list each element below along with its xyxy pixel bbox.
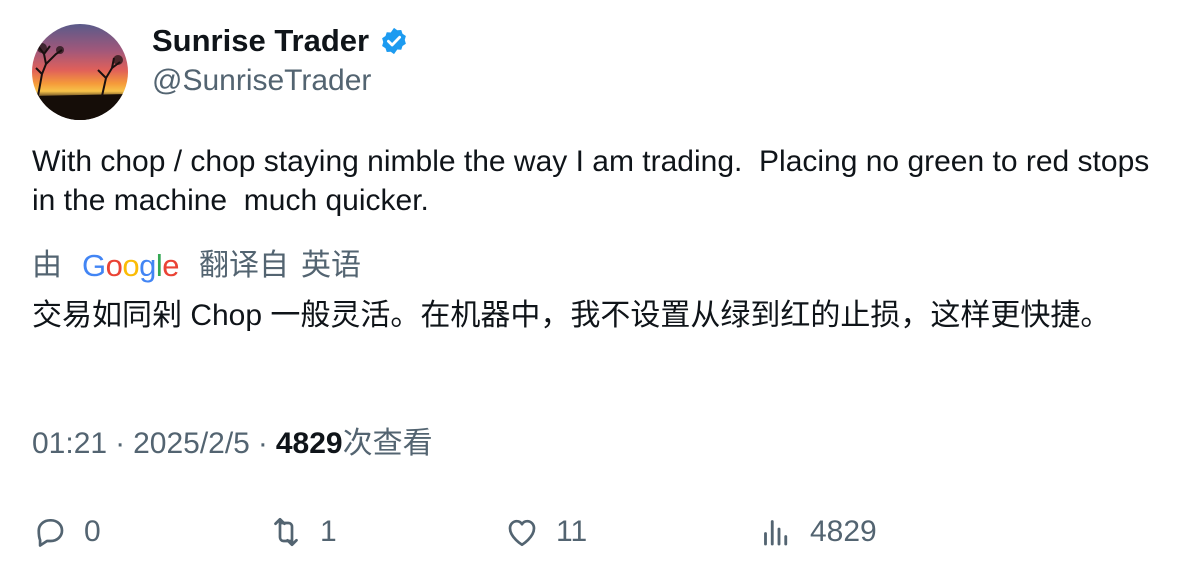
analytics-icon xyxy=(764,520,788,546)
retweet-count: 1 xyxy=(320,515,337,548)
translated-from-label: 翻译自 xyxy=(199,249,290,282)
heart-icon xyxy=(508,519,536,547)
like-count: 11 xyxy=(556,515,588,548)
views-button[interactable]: 4829 xyxy=(758,510,877,554)
tweet-text: With chop / chop staying nimble the way … xyxy=(32,145,1158,217)
tree-silhouette-icon xyxy=(32,43,128,120)
verified-badge-icon xyxy=(382,27,406,55)
action-bar: 0 1 11 4829 xyxy=(0,510,1196,554)
views-count: 4829 xyxy=(275,427,343,460)
avatar[interactable] xyxy=(32,24,128,120)
views-label: 次查看 xyxy=(342,427,433,460)
author-handle[interactable]: @SunriseTrader xyxy=(152,64,372,97)
tweet-date[interactable]: 2025/2/5 xyxy=(133,427,250,460)
like-button[interactable]: 11 xyxy=(504,510,587,554)
translation-attribution: 由 Google 翻译自 英语 xyxy=(32,246,361,286)
translation-prefix: 由 xyxy=(32,249,62,282)
reply-button[interactable]: 0 xyxy=(32,510,101,554)
author-display-name[interactable]: Sunrise Trader xyxy=(152,23,370,58)
source-language: 英语 xyxy=(301,249,362,282)
translated-text: 交易如同剁 Chop 一般灵活。在机器中，我不设置从绿到红的止损，这样更快捷。 xyxy=(32,299,1111,332)
google-logo: Google xyxy=(82,248,180,283)
author-name-row: Sunrise Trader xyxy=(152,22,409,60)
reply-icon xyxy=(37,518,64,547)
retweet-icon xyxy=(274,517,298,547)
views-action-count: 4829 xyxy=(810,515,877,548)
meta-separator: · xyxy=(257,427,268,460)
retweet-button[interactable]: 1 xyxy=(268,510,337,554)
reply-count: 0 xyxy=(84,515,101,548)
tweet-meta: 01:21 · 2025/2/5 · 4829 次查看 xyxy=(32,424,433,464)
meta-separator: · xyxy=(115,427,126,460)
tweet-time[interactable]: 01:21 xyxy=(32,427,108,460)
